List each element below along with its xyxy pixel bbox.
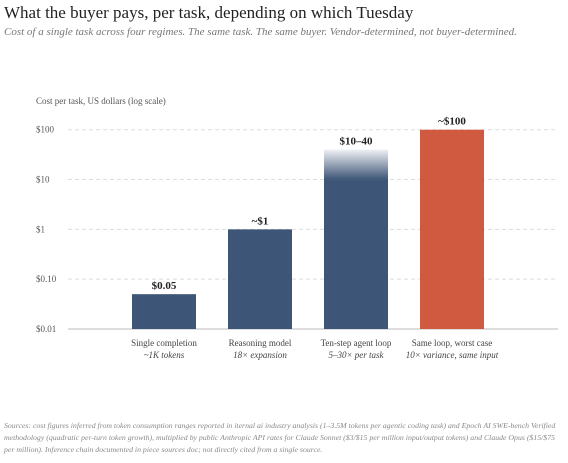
bar [132,294,196,329]
x-tick-label: Same loop, worst case [412,338,492,348]
data-label: ~$100 [438,116,466,128]
y-tick-label: $0.10 [36,274,57,284]
chart-title: What the buyer pays, per task, depending… [4,3,414,22]
bar [420,129,484,329]
x-tick-note: 18× expansion [233,350,287,360]
y-tick-label: $100 [36,125,55,135]
y-tick-label: $10 [36,175,50,185]
x-tick-label: Ten-step agent loop [321,338,392,348]
x-tick-note: ~1K tokens [144,350,185,360]
bar [324,179,388,329]
x-tick-note: 10× variance, same input [406,350,499,360]
data-label: $10–40 [340,136,374,148]
chart: Cost per task, US dollars (log scale) $0… [36,96,558,360]
y-tick-label: $0.01 [36,324,56,334]
chart-subtitle: Cost of a single task across four regime… [4,26,517,38]
x-tick-label: Single completion [131,338,197,348]
data-label: ~$1 [252,215,269,227]
sources-note: Sources: cost figures inferred from toke… [4,421,556,454]
y-axis-label: Cost per task, US dollars (log scale) [36,96,166,106]
y-tick-label: $1 [36,224,45,234]
bar-range [324,149,388,180]
x-tick-label: Reasoning model [229,338,292,348]
x-tick-note: 5–30× per task [328,350,384,360]
bar [228,229,292,329]
data-label: $0.05 [152,280,177,292]
